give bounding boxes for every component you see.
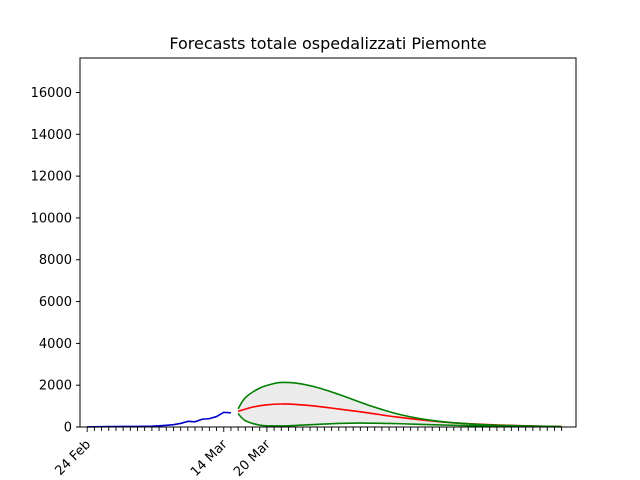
y-tick-label: 14000 bbox=[31, 128, 72, 143]
y-tick-label: 6000 bbox=[39, 295, 72, 310]
plot-area bbox=[87, 381, 562, 428]
x-tick-label: 14 Mar bbox=[188, 437, 231, 480]
x-tick-label: 20 Mar bbox=[231, 437, 274, 480]
y-tick-label: 10000 bbox=[31, 211, 72, 226]
series-line-observed bbox=[87, 411, 232, 428]
x-tick-label: 24 Feb bbox=[53, 437, 95, 479]
series-line-upper-bound bbox=[237, 381, 562, 428]
x-axis: 24 Feb 14 Mar 20 Mar bbox=[53, 427, 563, 480]
y-tick-label: 2000 bbox=[39, 379, 72, 394]
y-axis: 0 2000 4000 6000 8000 10000 12000 14000 16000 bbox=[31, 86, 80, 436]
y-tick-label: 0 bbox=[64, 421, 72, 436]
y-tick-label: 4000 bbox=[39, 337, 72, 352]
y-tick-label: 16000 bbox=[31, 86, 72, 101]
y-tick-label: 12000 bbox=[31, 170, 72, 185]
y-tick-label: 8000 bbox=[39, 253, 72, 268]
confidence-band bbox=[238, 382, 562, 427]
series-line-lower-bound bbox=[237, 413, 562, 428]
chart-title: Forecasts totale ospedalizzati Piemonte bbox=[169, 34, 486, 53]
plot-frame bbox=[79, 57, 577, 428]
